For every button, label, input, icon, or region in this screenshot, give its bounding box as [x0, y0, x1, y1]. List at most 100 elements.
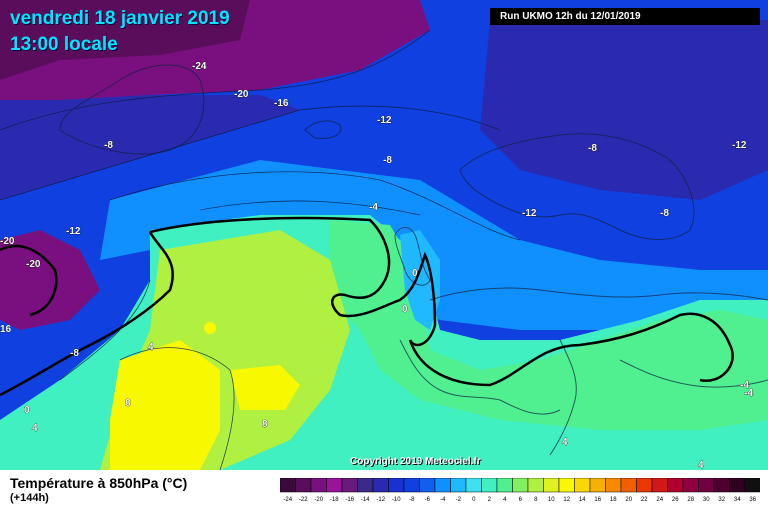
scandinavia-cold	[480, 20, 768, 200]
iso-label: -8	[383, 155, 392, 166]
colorbar-tick-label: -16	[345, 497, 354, 503]
iso-label: -20	[234, 89, 249, 100]
colorbar-swatch	[729, 478, 746, 493]
iso-label: -4	[740, 380, 749, 391]
colorbar-tick-label: -4	[440, 497, 446, 503]
colorbar-tick-label: 12	[563, 497, 570, 503]
colorbar-swatch	[341, 478, 358, 493]
iceland-coast	[304, 120, 342, 139]
warm-spot	[204, 322, 216, 334]
colorbar-swatch	[434, 478, 451, 493]
iso-label: -4	[744, 388, 753, 399]
iso-label: 0	[24, 405, 30, 416]
colorbar-tick-label: 16	[594, 497, 601, 503]
iso-label: 4	[698, 460, 704, 470]
colorbar-swatch	[574, 478, 591, 493]
iso-label: -12	[732, 140, 747, 151]
colorbar-swatch	[388, 478, 405, 493]
uk-coast	[394, 227, 431, 286]
colorbar-swatch	[357, 478, 374, 493]
iso-label: 8	[262, 419, 268, 430]
iso-label: 8	[125, 398, 131, 409]
iso-label: -8	[70, 348, 79, 359]
colorbar-tick-label: 26	[672, 497, 679, 503]
legend-subtitle: (+144h)	[10, 492, 49, 504]
colorbar-tick-label: 20	[625, 497, 632, 503]
cold-band	[0, 95, 300, 200]
isotherm-plus4	[59, 279, 151, 381]
colorbar-tick-label: 4	[503, 497, 507, 503]
colorbar-tick-label: 0	[472, 497, 476, 503]
colorbar-tick-label: -6	[425, 497, 431, 503]
isotherm-zero-atlantic	[0, 231, 174, 397]
colorbar-tick-label: 8	[534, 497, 538, 503]
colorbar-swatch	[280, 478, 296, 493]
isotherm-minus4	[199, 200, 421, 216]
iso-label: -20	[0, 236, 15, 247]
colorbar-tick-label: -22	[299, 497, 308, 503]
mid-band	[100, 160, 768, 330]
legend-footer: Température à 850hPa (°C) (+144h) -24 -22…	[0, 470, 768, 512]
iso-label: -8	[104, 140, 113, 151]
colorbar-tick-label: 36	[749, 497, 756, 503]
colorbar-swatch	[558, 478, 575, 493]
italy-coast	[549, 339, 577, 456]
legend-title: Température à 850hPa (°C)	[10, 475, 188, 491]
temperature-map: -24 -20 -16 -12 -8 -8 -12 -8 -12 -4 -12 …	[0, 0, 768, 470]
colorbar-tick-label: -10	[392, 497, 401, 503]
colorbar-swatch	[605, 478, 622, 493]
europe-coast	[429, 287, 768, 301]
colorbar-swatch	[651, 478, 668, 493]
forecast-date: vendredi 18 janvier 2019	[10, 8, 230, 29]
colorbar-swatch	[481, 478, 498, 493]
colorbar-tick-label: 14	[579, 497, 586, 503]
colorbar-tick-label: 28	[687, 497, 694, 503]
colorbar-swatch	[403, 478, 420, 493]
colorbar-swatch	[589, 478, 606, 493]
iso-label: 4	[32, 423, 38, 434]
colorbar-swatch	[682, 478, 699, 493]
isotherm-minus20	[0, 29, 431, 131]
run-info: Run UKMO 12h du 12/01/2019	[490, 8, 760, 25]
isotherm-minus12	[0, 105, 501, 201]
iso-label: -8	[660, 208, 669, 219]
colorbar-tick-label: -20	[314, 497, 323, 503]
colorbar: -24 -22 -20 -18 -16 -14 -12 -10 -8 -6 -4 -2 0 2 4 6 8 10 1…	[280, 478, 760, 503]
atlantic-low	[0, 230, 100, 330]
iso-label: 16	[0, 324, 12, 335]
colorbar-tick-label: 34	[734, 497, 741, 503]
colorbar-swatch	[512, 478, 529, 493]
coastlines	[59, 64, 768, 456]
colorbar-swatch	[450, 478, 467, 493]
iso-label: -12	[377, 115, 392, 126]
iso-label: -16	[274, 98, 289, 109]
colorbar-swatch	[295, 478, 312, 493]
map-svg: -24 -20 -16 -12 -8 -8 -12 -8 -12 -4 -12 …	[0, 0, 768, 470]
colorbar-tick-label: -8	[409, 497, 415, 503]
coldest-core	[0, 0, 250, 80]
scandinavia-coast	[459, 133, 695, 240]
forecast-time: 13:00 locale	[10, 34, 118, 55]
colorbar-swatch	[636, 478, 653, 493]
iso-label: -4	[369, 202, 378, 213]
colorbar-tick-label: 6	[519, 497, 523, 503]
colorbar-tick-label: -24	[283, 497, 292, 503]
isotherm-labels: -24 -20 -16 -12 -8 -8 -12 -8 -12 -4 -12 …	[0, 61, 754, 470]
iso-label: -8	[588, 143, 597, 154]
colorbar-tick-label: 22	[641, 497, 648, 503]
colorbar-swatch	[713, 478, 730, 493]
copyright: Copyright 2019 Meteociel.fr	[350, 456, 481, 467]
iberia-coast	[399, 339, 561, 415]
colorbar-swatch	[372, 478, 389, 493]
colorbar-swatch	[744, 478, 760, 493]
colorbar-tick-label: -14	[361, 497, 370, 503]
iso-label: -20	[26, 259, 41, 270]
iso-label: 0	[412, 268, 418, 279]
colorbar-tick-label: 30	[703, 497, 710, 503]
warm-island	[230, 365, 300, 410]
isotherm-plus8	[119, 347, 235, 470]
colorbar-tick-label: 10	[548, 497, 555, 503]
colorbar-swatch	[698, 478, 715, 493]
colorbar-tick-label: 2	[488, 497, 492, 503]
colorbar-swatch	[465, 478, 482, 493]
